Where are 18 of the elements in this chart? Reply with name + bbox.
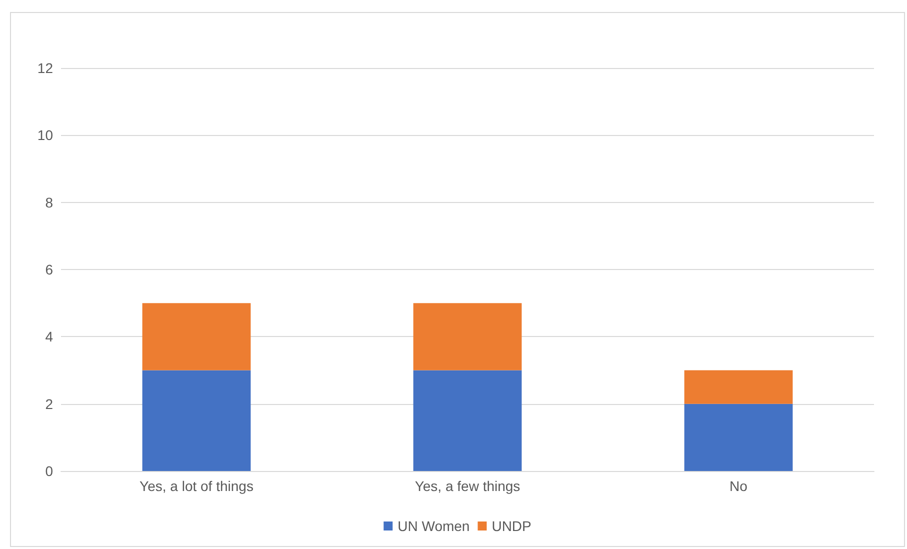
x-tick-label: Yes, a lot of things <box>140 478 254 494</box>
bar <box>142 370 251 471</box>
bar <box>684 370 793 404</box>
y-tick-label: 12 <box>37 60 54 76</box>
bar <box>142 303 251 370</box>
bar <box>684 404 793 471</box>
y-tick-label: 8 <box>45 194 54 210</box>
x-tick-label: No <box>730 478 748 494</box>
bar <box>413 370 522 471</box>
y-tick-label: 4 <box>45 328 54 345</box>
legend-label: UNDP <box>492 518 532 534</box>
bar <box>413 303 522 370</box>
y-tick-label: 10 <box>37 127 54 144</box>
y-tick-label: 2 <box>45 396 54 412</box>
legend-label: UN Women <box>398 518 470 534</box>
y-tick-label: 0 <box>45 463 54 479</box>
y-tick-label: 6 <box>45 262 54 278</box>
x-tick-label: Yes, a few things <box>414 478 520 494</box>
